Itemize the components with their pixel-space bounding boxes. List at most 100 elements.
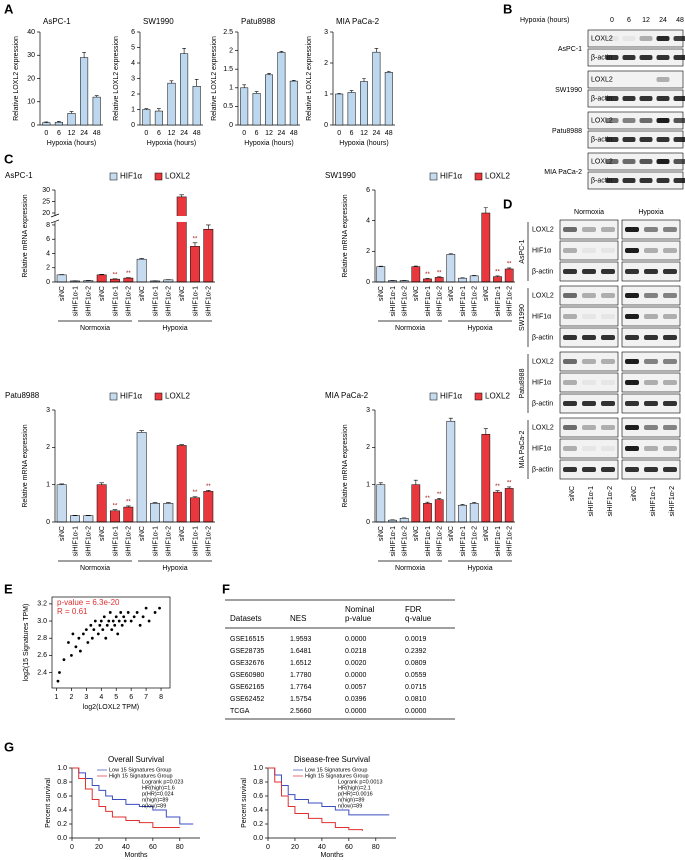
- y-tick-label: 0: [46, 279, 50, 286]
- band: [563, 314, 577, 319]
- y-tick-label: 1.0: [253, 765, 263, 772]
- bar: [42, 122, 51, 126]
- group-label: Hypoxia: [162, 325, 187, 332]
- chart-title: SW1990: [143, 17, 174, 26]
- cell-line-label: MIA PaCa-2: [519, 431, 526, 469]
- protein-label: HIF1α: [532, 379, 551, 386]
- band: [601, 425, 615, 430]
- y-tick-label: 2: [46, 444, 50, 451]
- band: [601, 269, 615, 274]
- x-tick-label: siNC: [99, 526, 106, 541]
- bar: [92, 96, 101, 126]
- legend-label: HIF1α: [120, 172, 142, 181]
- point: [110, 628, 114, 632]
- error-bar: [448, 253, 453, 255]
- y-tick-label: 0: [31, 122, 35, 129]
- x-tick-label: 12: [265, 130, 273, 137]
- error-bar: [112, 509, 118, 511]
- band: [639, 118, 653, 123]
- chart-title: SW1990: [325, 171, 356, 180]
- band: [656, 96, 670, 101]
- error-bar: [495, 275, 500, 277]
- error-bar: [59, 483, 64, 485]
- table-cell: 0.0000: [345, 708, 367, 715]
- y-tick-label: 30: [42, 187, 50, 194]
- bar: [192, 86, 201, 126]
- bar: [136, 432, 147, 523]
- x-tick-label: siHIF1α-1: [152, 286, 159, 317]
- point: [144, 606, 148, 610]
- blot-box: [559, 417, 619, 438]
- bar: [180, 53, 189, 126]
- table-cell: 0.0057: [345, 684, 367, 691]
- y-tick-label: 4: [366, 218, 370, 225]
- x-tick-label: 12: [168, 130, 176, 137]
- bar: [123, 506, 134, 523]
- protein-label: β-actin: [591, 95, 612, 102]
- band: [582, 227, 596, 232]
- band: [644, 314, 658, 319]
- point: [70, 653, 73, 657]
- table-cell: GSE60980: [230, 672, 264, 679]
- y-tick-label: 2.6: [37, 652, 47, 659]
- band: [582, 425, 596, 430]
- bar: [190, 246, 200, 283]
- bar: [399, 518, 409, 523]
- band: [673, 96, 685, 101]
- cell-line-label: SW1990: [519, 304, 526, 331]
- x-tick-label: siHIF1α-2: [126, 526, 133, 557]
- blot-box: [621, 438, 681, 459]
- protein-label: HIF1α: [532, 313, 551, 320]
- bar: [136, 258, 147, 283]
- y-tick-label: 0.6: [57, 793, 67, 800]
- annotation: p-value = 6.3e-20: [57, 598, 120, 607]
- protein-label: β-actin: [532, 400, 553, 407]
- bar: [376, 266, 386, 283]
- table-header: p-value: [345, 614, 372, 623]
- band: [563, 269, 577, 274]
- panel-letter: D: [503, 196, 512, 211]
- point: [74, 645, 78, 649]
- y-tick-label: 25: [42, 198, 50, 205]
- error-bar: [206, 489, 211, 492]
- point: [147, 619, 151, 623]
- x-tick-label: siHIF1α-1: [425, 286, 432, 317]
- panel-letter: F: [222, 581, 230, 596]
- x-tick-label: siHIF1α-1: [495, 526, 502, 557]
- table-cell: 0.0000: [405, 708, 427, 715]
- error-bar: [425, 501, 430, 504]
- protein-label: LOXL2: [532, 292, 554, 299]
- x-tick-label: siHIF1α-2: [507, 286, 514, 317]
- x-tick-label: siHIF1α-2: [437, 286, 444, 317]
- chart-title: AsPC-1: [43, 17, 71, 26]
- band: [644, 467, 658, 472]
- table-cell: GSE32676: [230, 660, 264, 667]
- stat-text: Logrank p=0.0013: [338, 779, 383, 785]
- y-axis-label: Relative mRNA expression: [342, 424, 349, 507]
- band: [563, 359, 577, 364]
- error-bar: [179, 444, 184, 446]
- band: [582, 269, 596, 274]
- bar: [190, 497, 200, 523]
- point: [117, 619, 121, 623]
- error-bar: [69, 111, 74, 114]
- error-bar: [507, 486, 512, 489]
- band: [563, 401, 577, 406]
- x-tick-label: 80: [372, 844, 380, 851]
- x-axis-label: Hypoxia (hours): [47, 140, 96, 147]
- x-tick-label: siHIF1α-2: [86, 286, 93, 317]
- bar: [289, 80, 298, 126]
- x-tick-label: siHIF1α-2: [166, 526, 173, 557]
- error-bar: [483, 207, 488, 213]
- bar: [277, 52, 286, 126]
- stat-text: HR(high)=2.1: [338, 785, 371, 791]
- significance: **: [126, 271, 131, 277]
- protein-label: β-actin: [591, 54, 612, 61]
- point: [122, 615, 126, 619]
- x-tick-label: siNC: [378, 286, 385, 301]
- y-tick-label: 0.2: [57, 821, 67, 828]
- y-axis-label: Relative mRNA expression: [22, 424, 29, 507]
- table-cell: GSE62452: [230, 696, 264, 703]
- y-tick-label: 20: [27, 75, 35, 82]
- table-cell: 0.0809: [405, 660, 427, 667]
